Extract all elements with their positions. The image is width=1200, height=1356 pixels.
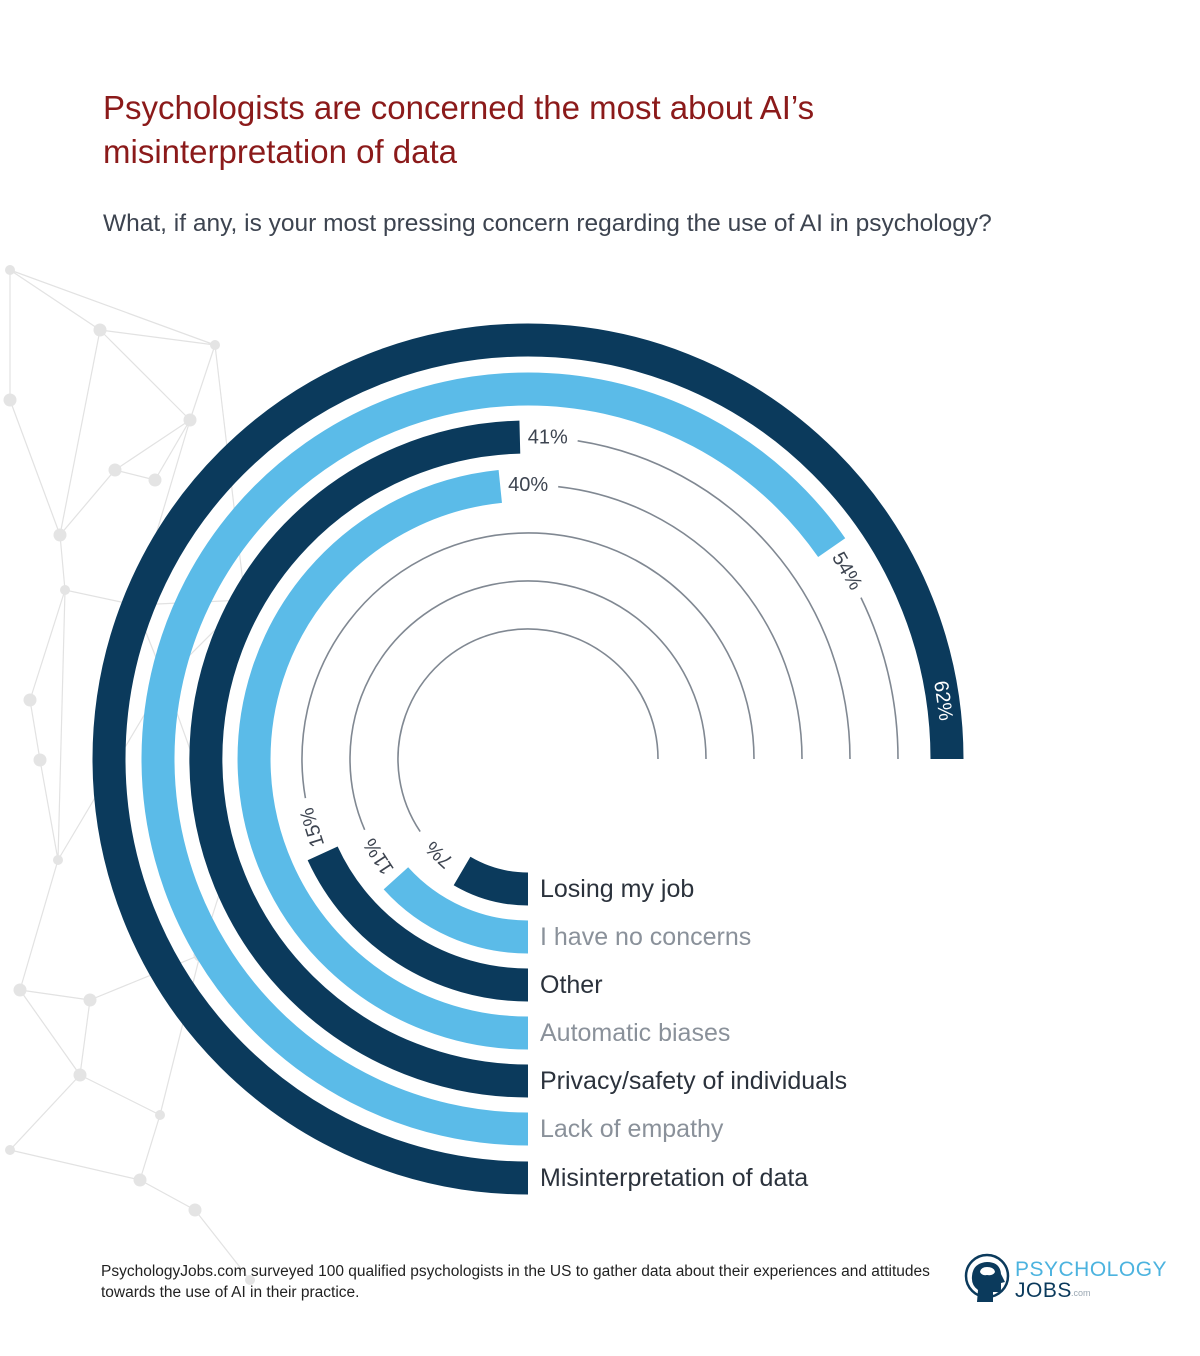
survey-methodology-note: PsychologyJobs.com surveyed 100 qualifie… (101, 1263, 930, 1301)
legend-item-privacy-safety: Privacy/safety of individuals (540, 1067, 848, 1095)
bar-other (307, 846, 529, 1002)
value-label: 7% (421, 836, 457, 872)
bar-losing-my-job (453, 856, 529, 906)
value-label: 54% (827, 548, 866, 594)
guide-arc (397, 628, 659, 833)
bar-misinterpretation-of-data (92, 323, 964, 1195)
legend-item-automatic-biases: Automatic biases (540, 1019, 731, 1047)
bar-automatic-biases (237, 469, 529, 1050)
legend-item-no-concerns: I have no concerns (540, 923, 752, 951)
value-label: 11% (359, 834, 399, 878)
guide-arc (301, 532, 755, 799)
psychologyjobs-logo: PSYCHOLOGY JOBS .com (963, 1252, 1167, 1308)
chart-title: Psychologists are concerned the most abo… (103, 89, 815, 170)
legend-item-losing-my-job: Losing my job (540, 875, 695, 903)
value-label: 15% (296, 805, 329, 850)
logo-word-psychology: PSYCHOLOGY (1015, 1258, 1168, 1281)
guide-arc (558, 485, 803, 760)
guide-arc (349, 580, 707, 831)
logo-word-suffix: .com (1071, 1288, 1091, 1298)
guide-arc (860, 597, 899, 760)
legend-item-misinterpretation: Misinterpretation of data (540, 1164, 809, 1192)
chart-subtitle: What, if any, is your most pressing conc… (103, 210, 992, 237)
guide-arc (577, 440, 851, 760)
logo-word-jobs: JOBS (1015, 1279, 1072, 1302)
value-label: 40% (508, 474, 548, 496)
bar-i-have-no-concerns (383, 867, 529, 954)
bar-lack-of-empathy (141, 372, 846, 1146)
head-profile-brain-icon (964, 1253, 1010, 1302)
legend-item-other: Other (540, 971, 603, 999)
value-label: 41% (528, 427, 568, 449)
legend-item-lack-of-empathy: Lack of empathy (540, 1115, 724, 1143)
bar-privacy-safety-of-individuals (189, 420, 529, 1098)
